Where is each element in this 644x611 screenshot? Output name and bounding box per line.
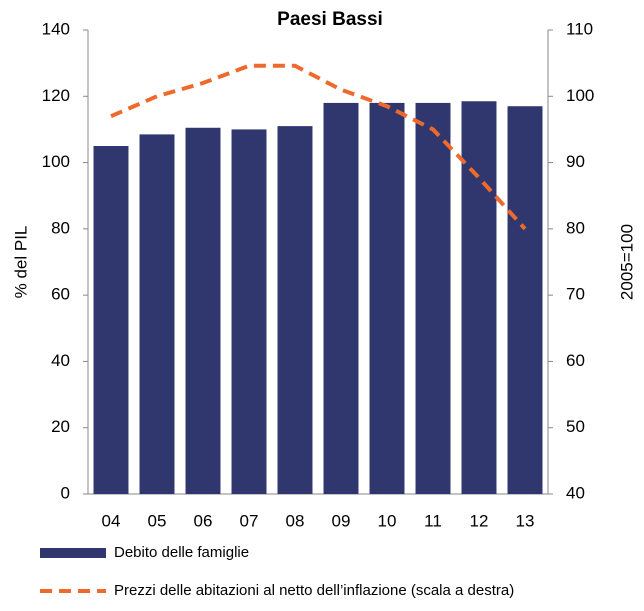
bar bbox=[139, 134, 175, 494]
y2-tick-label: 50 bbox=[566, 417, 585, 436]
x-tick-label: 04 bbox=[102, 511, 121, 530]
y-tick-label: 60 bbox=[51, 285, 70, 304]
y2-tick-label: 40 bbox=[566, 483, 585, 502]
bar bbox=[369, 102, 405, 495]
y2-tick-label: 70 bbox=[566, 285, 585, 304]
x-tick-label: 06 bbox=[194, 511, 213, 530]
y2-tick-label: 110 bbox=[566, 19, 593, 38]
bar bbox=[231, 129, 267, 494]
x-tick-label: 13 bbox=[516, 511, 535, 530]
legend-swatch bbox=[40, 548, 106, 558]
bar bbox=[507, 106, 543, 494]
y2-tick-label: 80 bbox=[566, 218, 585, 237]
legend-label: Debito delle famiglie bbox=[114, 544, 249, 561]
line bbox=[110, 63, 527, 231]
y-tick-label: 20 bbox=[51, 417, 70, 436]
y2-tick-label: 60 bbox=[566, 351, 585, 370]
x-tick-label: 05 bbox=[148, 511, 167, 530]
bar bbox=[277, 126, 313, 494]
y-axis-label: % del PIL bbox=[11, 226, 30, 299]
y-tick-label: 120 bbox=[42, 86, 70, 105]
bar bbox=[93, 146, 129, 494]
bar bbox=[323, 102, 359, 495]
bar bbox=[185, 127, 221, 495]
y-tick-label: 100 bbox=[42, 152, 70, 171]
x-tick-label: 10 bbox=[378, 511, 397, 530]
y2-axis-label: 2005=100 bbox=[617, 224, 636, 300]
x-tick-label: 12 bbox=[470, 511, 489, 530]
y2-tick-label: 90 bbox=[566, 152, 585, 171]
bar bbox=[461, 101, 497, 494]
x-tick-label: 07 bbox=[240, 511, 259, 530]
y2-tick-label: 100 bbox=[566, 86, 594, 105]
y-tick-label: 0 bbox=[61, 483, 70, 502]
chart-title: Paesi Bassi bbox=[277, 9, 383, 30]
x-tick-label: 09 bbox=[332, 511, 351, 530]
legend-label: Prezzi delle abitazioni al netto dell’in… bbox=[114, 582, 514, 599]
y-tick-label: 140 bbox=[42, 19, 70, 38]
x-tick-label: 08 bbox=[286, 511, 305, 530]
y-tick-label: 40 bbox=[51, 351, 70, 370]
x-tick-label: 11 bbox=[424, 511, 442, 530]
bar bbox=[415, 102, 451, 495]
y-tick-label: 80 bbox=[51, 218, 70, 237]
